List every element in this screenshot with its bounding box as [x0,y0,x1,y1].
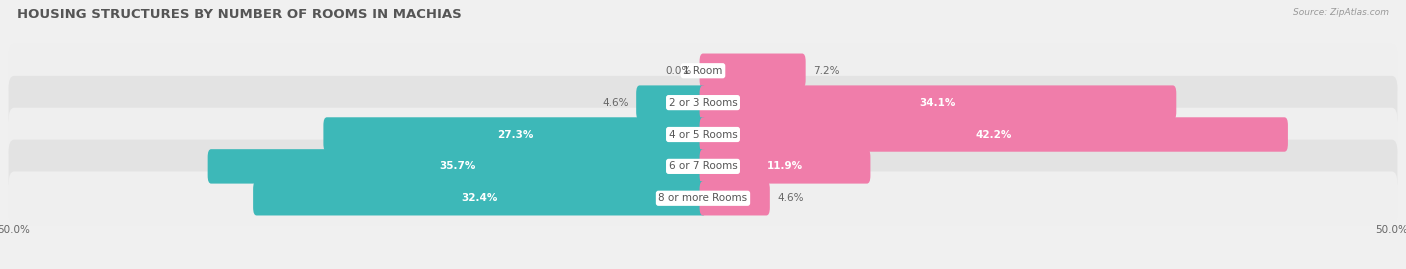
FancyBboxPatch shape [253,181,706,215]
FancyBboxPatch shape [700,181,770,215]
FancyBboxPatch shape [700,149,870,184]
Text: Source: ZipAtlas.com: Source: ZipAtlas.com [1294,8,1389,17]
Text: 35.7%: 35.7% [439,161,475,171]
Text: 32.4%: 32.4% [461,193,498,203]
Text: 0.0%: 0.0% [665,66,692,76]
Text: 4.6%: 4.6% [602,98,628,108]
FancyBboxPatch shape [8,140,1398,193]
Text: 4.6%: 4.6% [778,193,804,203]
Text: HOUSING STRUCTURES BY NUMBER OF ROOMS IN MACHIAS: HOUSING STRUCTURES BY NUMBER OF ROOMS IN… [17,8,461,21]
FancyBboxPatch shape [700,54,806,88]
FancyBboxPatch shape [8,171,1398,225]
Text: 1 Room: 1 Room [683,66,723,76]
FancyBboxPatch shape [636,85,706,120]
Text: 11.9%: 11.9% [766,161,803,171]
Text: 4 or 5 Rooms: 4 or 5 Rooms [669,129,737,140]
FancyBboxPatch shape [8,76,1398,129]
FancyBboxPatch shape [8,44,1398,98]
FancyBboxPatch shape [700,85,1177,120]
Text: 34.1%: 34.1% [920,98,956,108]
Text: 42.2%: 42.2% [976,129,1012,140]
Text: 2 or 3 Rooms: 2 or 3 Rooms [669,98,737,108]
Text: 7.2%: 7.2% [813,66,839,76]
Text: 8 or more Rooms: 8 or more Rooms [658,193,748,203]
FancyBboxPatch shape [700,117,1288,152]
Text: 6 or 7 Rooms: 6 or 7 Rooms [669,161,737,171]
FancyBboxPatch shape [8,108,1398,161]
FancyBboxPatch shape [208,149,706,184]
Text: 27.3%: 27.3% [496,129,533,140]
FancyBboxPatch shape [323,117,706,152]
